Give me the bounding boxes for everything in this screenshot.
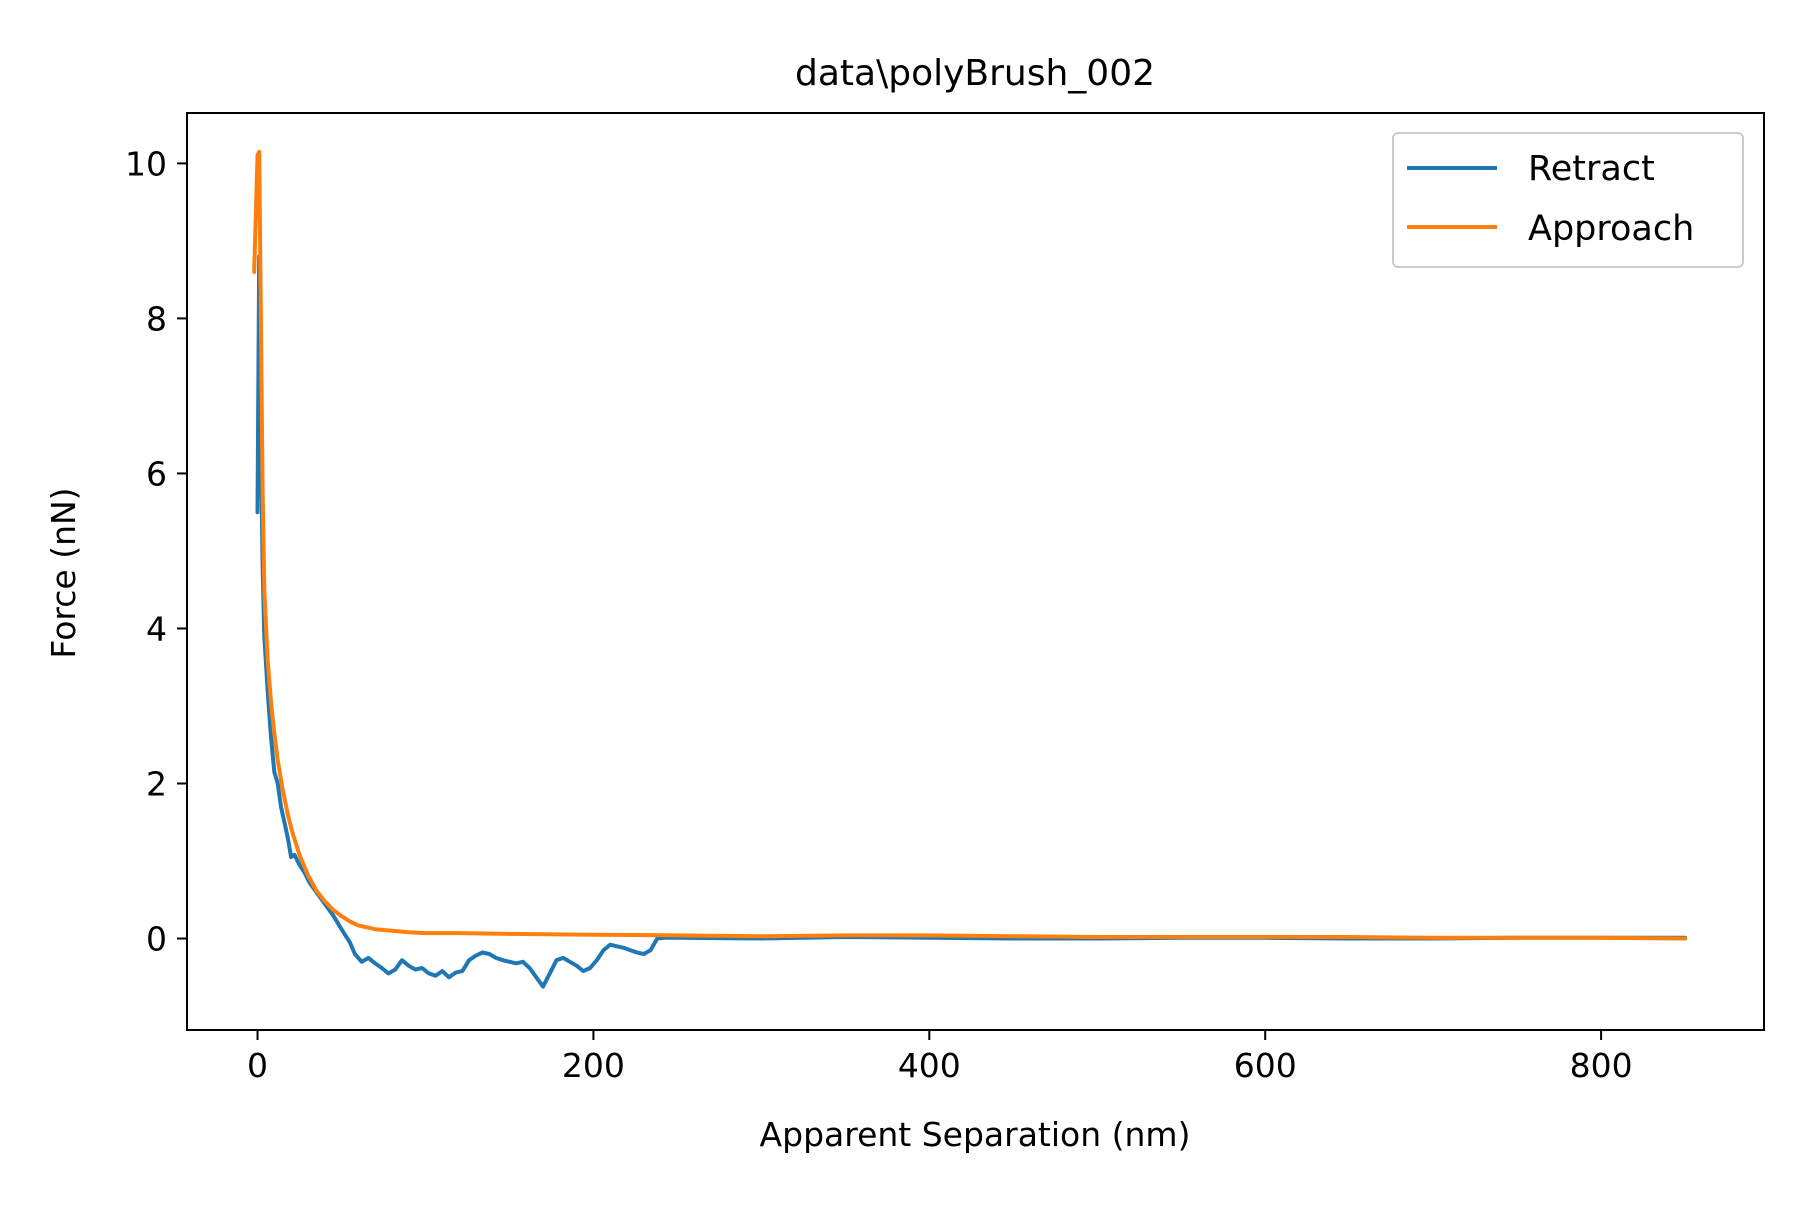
x-axis-label: Apparent Separation (nm) [760, 1115, 1191, 1154]
x-tick-label: 0 [247, 1046, 268, 1085]
x-tick-label: 400 [898, 1046, 961, 1085]
x-tick-label: 200 [562, 1046, 625, 1085]
legend: Retract Approach [1392, 132, 1744, 268]
y-tick-label: 2 [146, 765, 167, 804]
legend-label-approach: Approach [1528, 209, 1694, 249]
chart-title: data\polyBrush_002 [795, 53, 1155, 94]
x-tick-label: 600 [1234, 1046, 1297, 1085]
series-layer [252, 149, 1688, 989]
y-tick-label: 4 [146, 609, 167, 648]
plot-area-frame [186, 112, 1765, 1031]
y-tick-label: 8 [146, 299, 167, 338]
y-tick-label: 6 [146, 454, 167, 493]
series-line-approach [252, 149, 1688, 941]
x-tick-label: 800 [1570, 1046, 1633, 1085]
y-axis-label: Force (nN) [44, 487, 83, 658]
y-tick-label: 0 [146, 920, 167, 959]
ticks-layer: 0 200 400 600 800 0 2 4 6 8 10 [125, 144, 1633, 1085]
y-tick-label: 10 [125, 144, 167, 183]
series-line-retract [255, 254, 1688, 989]
legend-label-retract: Retract [1528, 149, 1655, 189]
